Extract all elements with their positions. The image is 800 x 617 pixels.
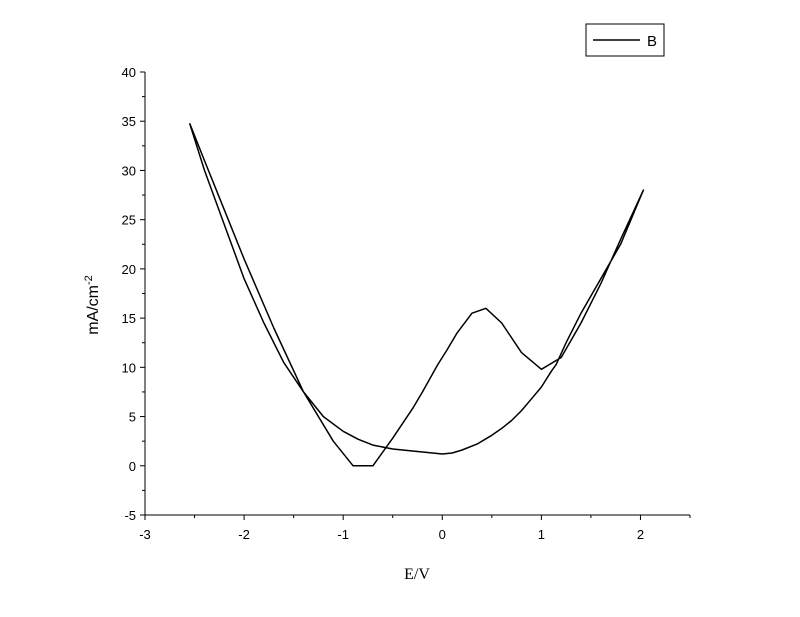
y-tick-label: 25 (122, 213, 136, 228)
y-tick-label: 5 (129, 410, 136, 425)
x-tick-label: -1 (337, 527, 349, 542)
x-tick-label: 0 (439, 527, 446, 542)
x-axis-title: E/V (404, 566, 430, 583)
series-line-B (188, 122, 645, 467)
y-axis-title-superscript: -2 (83, 275, 95, 285)
x-tick-label: 2 (637, 527, 644, 542)
y-tick-label: -5 (124, 508, 136, 523)
x-tick-label: 1 (538, 527, 545, 542)
legend-label: B (647, 33, 657, 50)
y-tick-label: 20 (122, 262, 136, 277)
x-tick-label: -3 (139, 527, 151, 542)
y-tick-label: 40 (122, 65, 136, 80)
legend: B (585, 23, 665, 57)
y-axis-ticks: -5 0 5 10 15 20 25 30 35 40 (122, 65, 145, 523)
y-tick-label: 30 (122, 163, 136, 178)
x-axis-ticks: -3 -2 -1 0 1 2 (139, 515, 691, 542)
series-group (188, 122, 645, 467)
y-tick-label: 10 (122, 360, 136, 375)
y-tick-label: 15 (122, 311, 136, 326)
y-axis-title-base: mA/cm (85, 285, 102, 335)
y-axis-title: mA/cm-2 (83, 275, 102, 335)
y-tick-label: 0 (129, 459, 136, 474)
y-tick-label: 35 (122, 114, 136, 129)
x-tick-label: -2 (238, 527, 250, 542)
